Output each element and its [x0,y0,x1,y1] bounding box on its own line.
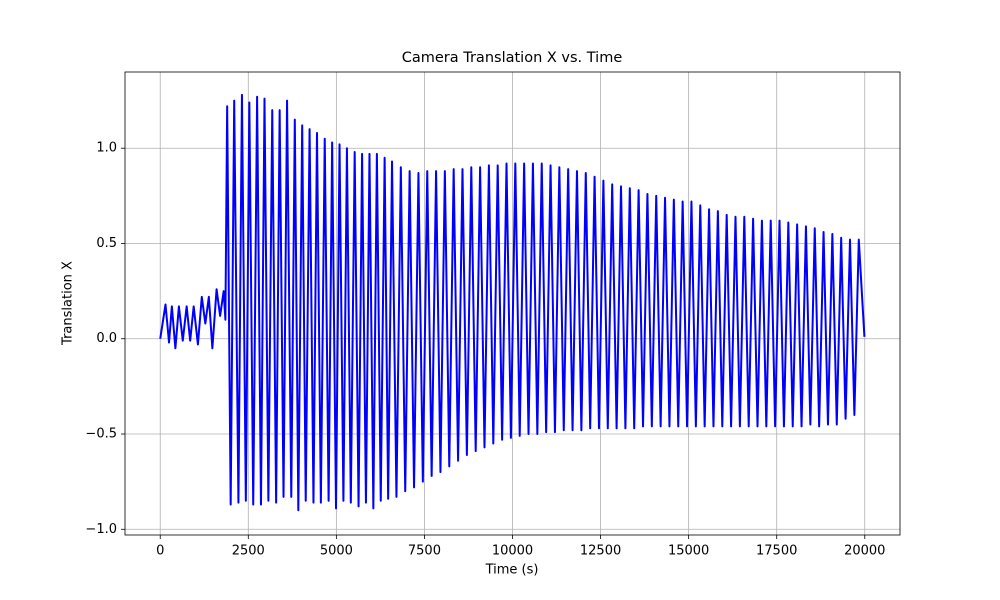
data-line [159,93,866,512]
chart-title: Camera Translation X vs. Time [402,50,623,66]
y-tick-label: 1.0 [96,141,117,156]
x-tick-label: 7500 [408,544,441,559]
x-tick-label: 5000 [320,544,353,559]
x-tick-label: 2500 [232,544,265,559]
plot-frame [124,71,901,536]
x-tick-label: 17500 [756,544,797,559]
y-axis-label: Translation X [61,261,76,346]
y-tick-label: −0.5 [85,427,117,442]
y-tick-label: 0.0 [96,331,117,346]
x-tick-label: 10000 [492,544,533,559]
x-tick-label: 12500 [580,544,621,559]
y-tick-label: 0.5 [96,236,117,251]
x-axis-label: Time (s) [485,563,539,578]
y-tick-label: −1.0 [85,522,117,537]
x-tick-label: 0 [156,544,164,559]
x-tick-label: 20000 [844,544,885,559]
x-tick-label: 15000 [668,544,709,559]
